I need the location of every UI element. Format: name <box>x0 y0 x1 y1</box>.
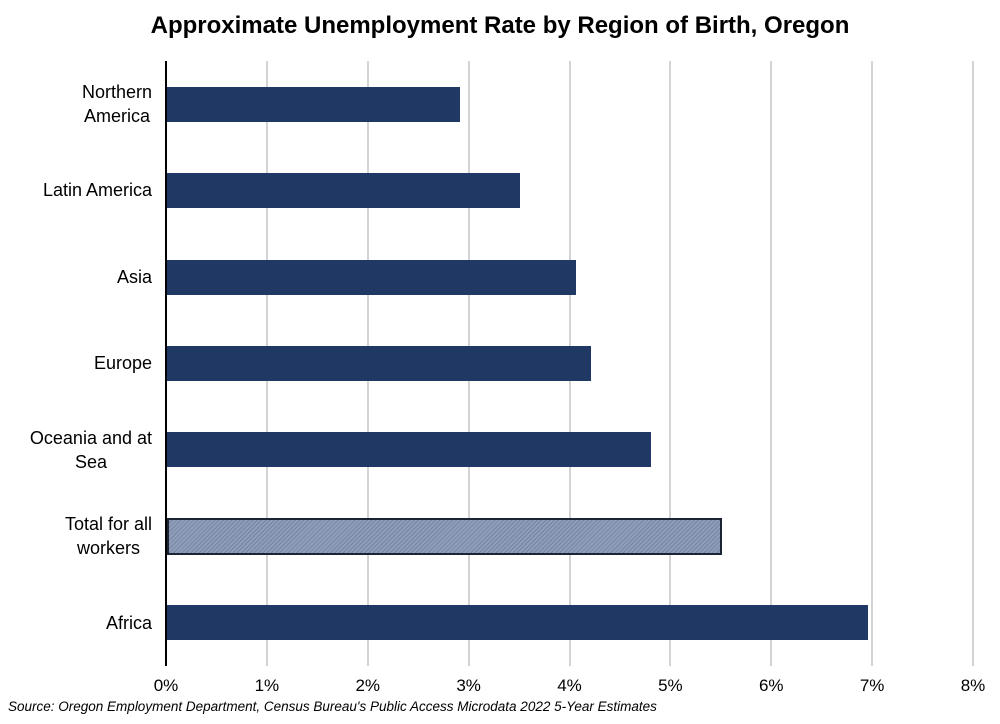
category-label-europe: Europe <box>93 353 152 374</box>
y-axis-line <box>165 61 167 666</box>
bar-total-for-all-workers <box>167 517 722 555</box>
category-label-latin-america: Latin America <box>42 180 152 201</box>
bar-oceania-and-at-sea <box>167 432 652 468</box>
gridline-5% <box>669 61 672 666</box>
bar-africa <box>167 605 869 641</box>
x-tick-label-4pct: 4% <box>557 676 582 695</box>
gridline-6% <box>770 61 773 666</box>
category-label-africa: Africa <box>105 612 152 633</box>
x-tick-label-7pct: 7% <box>859 676 885 695</box>
plot-area <box>165 61 974 666</box>
gridline-7% <box>871 61 874 666</box>
x-tick-label-1pct: 1% <box>254 676 280 695</box>
bar-europe <box>167 346 591 381</box>
category-label-asia: Asia <box>116 266 152 287</box>
bar-northern-america <box>167 86 460 122</box>
bar-latin-america <box>167 173 521 209</box>
category-label-oceania-and-at-sea: Oceania and at Sea <box>29 427 152 472</box>
x-tick-label-3pct: 3% <box>456 676 481 695</box>
category-label-northern-america: Northern America <box>81 81 152 127</box>
source-note: Source: Oregon Employment Department, Ce… <box>8 699 657 714</box>
gridline-8% <box>972 61 974 666</box>
x-tick-label-8pct: 8% <box>960 676 986 695</box>
x-tick-label-0pct: 0% <box>153 676 179 695</box>
x-tick-label-5pct: 5% <box>658 676 683 695</box>
bar-asia <box>167 259 576 295</box>
chart-title: Approximate Unemployment Rate by Region … <box>150 12 850 39</box>
x-tick-label-6pct: 6% <box>758 676 784 695</box>
x-tick-label-2pct: 2% <box>355 676 381 695</box>
category-label-total-for-all-workers: Total for all workers <box>64 514 152 559</box>
